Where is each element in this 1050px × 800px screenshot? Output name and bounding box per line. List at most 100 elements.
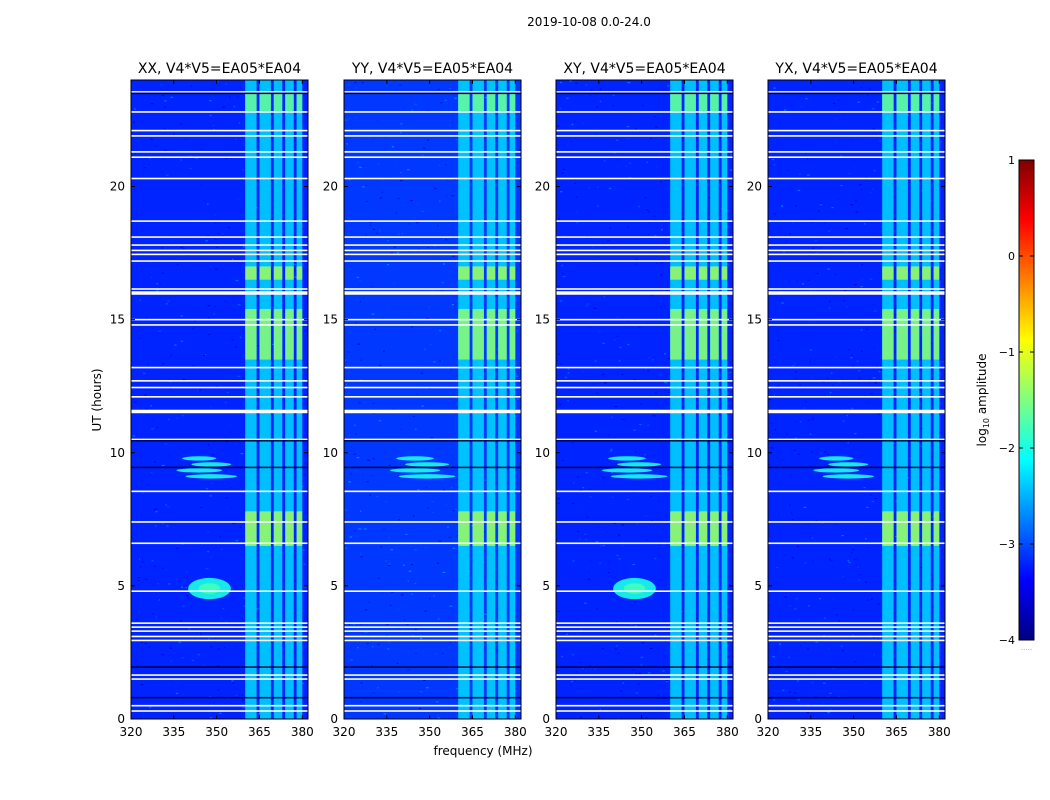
flag-row [344, 639, 521, 642]
flag-row [131, 710, 308, 712]
flag-row [344, 291, 521, 295]
flag-row [556, 635, 733, 638]
flag-row [344, 260, 521, 262]
flag-row [344, 156, 521, 159]
flag-row [556, 135, 733, 137]
panel-frame [130, 79, 309, 720]
flag-row [556, 710, 733, 712]
colorbar-tick-label: −4 [999, 634, 1015, 647]
flag-row [556, 678, 733, 680]
flag-row [344, 542, 521, 545]
y-tick-label: 10 [110, 446, 125, 460]
y-tick-label: 10 [535, 446, 550, 460]
flag-row [768, 438, 945, 441]
rfi-band-1 [245, 80, 257, 719]
rfi-band-2 [259, 80, 271, 719]
y-tick-label: 15 [535, 313, 550, 327]
flag-row [768, 626, 945, 628]
flag-row [768, 710, 945, 712]
flag-row [344, 386, 521, 389]
flagged-rows [768, 91, 945, 712]
flag-row [344, 521, 521, 523]
flag-row [768, 386, 945, 389]
flag-row [556, 380, 733, 382]
x-tick-label: 320 [333, 725, 356, 739]
flag-row [131, 249, 308, 252]
flag-row [344, 409, 521, 414]
flag-row [131, 324, 308, 326]
flag-row [556, 386, 733, 389]
figure-suptitle: 2019-10-08 0.0-24.0 [527, 15, 651, 29]
x-tick-label: 365 [885, 725, 908, 739]
rfi-band-5 [933, 80, 940, 719]
flag-row [556, 253, 733, 256]
flag-row [768, 622, 945, 624]
flag-row [131, 396, 308, 398]
rfi-band-3 [486, 80, 496, 719]
flagged-rows [344, 91, 521, 712]
flag-row [131, 220, 308, 222]
flag-row [768, 396, 945, 398]
rfi-band-1 [670, 80, 682, 719]
flag-row [344, 249, 521, 252]
panel-title: XX, V4*V5=EA05*EA04 [138, 61, 301, 77]
y-tick-label: 0 [754, 712, 762, 726]
flag-row [556, 220, 733, 222]
rfi-band-1 [458, 80, 470, 719]
rfi-band-4 [710, 80, 719, 719]
y-tick-label: 0 [330, 712, 338, 726]
flag-row [344, 380, 521, 382]
flag-row [131, 244, 308, 246]
flag-row [768, 129, 945, 132]
rfi-band-2 [684, 80, 696, 719]
rfi-band-5 [296, 80, 303, 719]
flag-row [556, 318, 733, 321]
flag-row [556, 249, 733, 252]
rfi-band-3 [273, 80, 283, 719]
flag-row [344, 177, 521, 180]
flag-row [131, 380, 308, 382]
panel-title: YY, V4*V5=EA05*EA04 [351, 61, 513, 77]
flag-row [131, 639, 308, 642]
x-tick-label: 365 [461, 725, 484, 739]
rfi-streaks [601, 456, 668, 479]
y-axis-label: UT (hours) [90, 368, 104, 431]
y-tick-label: 20 [747, 180, 762, 194]
flag-row [344, 220, 521, 222]
flag-row [131, 151, 308, 153]
panels: XX, V4*V5=EA05*EA04 320 335 350 365 380 0 5 10 15… [110, 61, 951, 739]
flag-row [556, 156, 733, 159]
flag-row [344, 630, 521, 632]
panel-3: XY, V4*V5=EA05*EA04 320 335 350 365 380 0 5 10 15… [535, 61, 739, 739]
flag-row [131, 253, 308, 256]
x-tick-label: 350 [418, 725, 441, 739]
rfi-band-2 [472, 80, 484, 719]
flag-row [556, 622, 733, 624]
flag-row [556, 111, 733, 113]
flag-row [768, 156, 945, 159]
flag-row [344, 704, 521, 707]
flag-row [131, 542, 308, 545]
colorbar-tick-label: −1 [999, 346, 1015, 359]
flag-row [131, 704, 308, 707]
flag-row [344, 710, 521, 712]
y-tick-label: 5 [330, 579, 338, 593]
x-tick-label: 350 [842, 725, 865, 739]
y-tick-label: 15 [323, 313, 338, 327]
y-tick-label: 10 [323, 446, 338, 460]
flag-row [556, 590, 733, 592]
flag-row [768, 291, 945, 295]
flag-row [344, 626, 521, 628]
flag-row [344, 111, 521, 113]
colorbar-note: ..... [1021, 644, 1032, 652]
flag-row [344, 244, 521, 246]
flag-row [344, 490, 521, 493]
flag-row [556, 521, 733, 523]
y-tick-label: 0 [117, 712, 125, 726]
flag-row [556, 177, 733, 180]
colorbar-tick-label: −3 [999, 538, 1015, 551]
colorbar: 1 0 −1 −2 −3 −4 log10 amplitude..... [975, 154, 1035, 652]
colorbar-tick-label: 1 [1008, 154, 1015, 167]
flag-row [768, 324, 945, 326]
